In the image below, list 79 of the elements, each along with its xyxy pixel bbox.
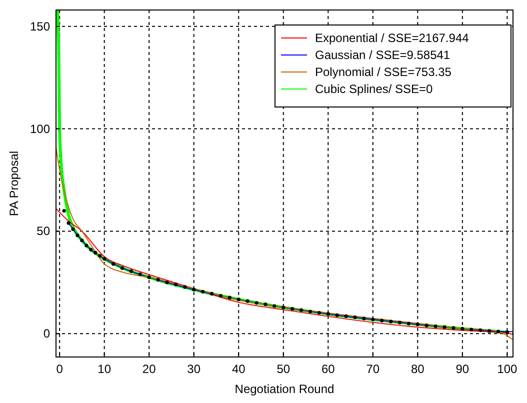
point: [380, 318, 384, 322]
x-tick-label: 100: [497, 362, 518, 376]
point: [398, 320, 402, 324]
legend-label: Exponential / SSE=2167.944: [315, 31, 470, 45]
point: [478, 328, 482, 332]
point: [165, 280, 169, 284]
point: [98, 254, 102, 258]
point: [470, 328, 474, 332]
legend-label: Cubic Splines/ SSE=0: [315, 82, 434, 96]
point: [210, 292, 214, 296]
point: [62, 208, 66, 213]
y-tick-label: 150: [30, 19, 50, 34]
point: [487, 329, 492, 333]
point: [317, 310, 321, 315]
point: [442, 325, 446, 329]
point: [111, 262, 116, 266]
point: [371, 318, 375, 322]
point: [416, 322, 420, 326]
x-tick-label: 50: [276, 362, 290, 376]
point: [344, 314, 348, 318]
point: [89, 248, 93, 252]
point: [218, 294, 223, 298]
point: [335, 313, 339, 318]
point: [138, 272, 142, 276]
x-axis-title: Negotiation Round: [234, 382, 334, 396]
y-tick-label: 0: [43, 326, 50, 341]
point: [80, 238, 84, 242]
point: [362, 316, 366, 320]
point: [174, 282, 178, 286]
point: [71, 227, 75, 231]
point: [228, 296, 232, 300]
line-series: [68, 222, 513, 332]
point: [129, 269, 133, 273]
x-tick-label: 40: [232, 362, 246, 376]
x-tick-label: 10: [98, 362, 112, 376]
point: [406, 322, 411, 326]
x-tick-label: 60: [321, 362, 336, 376]
y-tick-label: 100: [30, 122, 50, 136]
point: [452, 326, 456, 330]
line-series: [56, 208, 513, 336]
y-axis-title: PA Proposal: [7, 150, 21, 216]
point: [76, 234, 80, 238]
point: [424, 324, 428, 328]
point: [147, 276, 151, 280]
point: [156, 278, 160, 282]
x-tick-label: 70: [366, 362, 380, 376]
point: [120, 266, 124, 270]
line-series: [56, 146, 513, 340]
point: [505, 330, 509, 334]
point: [299, 308, 304, 312]
point: [272, 304, 276, 308]
x-tick-label: 30: [187, 362, 201, 376]
point: [94, 250, 98, 255]
point: [102, 257, 106, 261]
point: [434, 324, 438, 328]
x-tick-label: 90: [456, 362, 470, 376]
point: [246, 299, 250, 303]
legend-label: Gaussian / SSE=9.58541: [315, 48, 450, 62]
x-tick-label: 0: [56, 362, 64, 376]
x-tick-label: 20: [142, 362, 156, 376]
point: [183, 285, 187, 289]
point: [460, 326, 464, 331]
y-tick-label: 50: [36, 224, 50, 238]
point: [290, 307, 294, 311]
point: [353, 315, 357, 320]
point: [236, 298, 240, 302]
legend-label: Polynomial / SSE=753.35: [315, 65, 452, 79]
point: [192, 288, 196, 292]
point: [264, 302, 268, 306]
point: [282, 306, 286, 310]
point: [496, 330, 500, 334]
point: [254, 301, 258, 305]
point: [308, 310, 312, 314]
x-tick-label: 80: [410, 362, 425, 376]
point: [201, 290, 205, 294]
point: [66, 221, 70, 225]
point: [84, 244, 88, 248]
point: [326, 312, 330, 316]
point: [389, 320, 393, 324]
